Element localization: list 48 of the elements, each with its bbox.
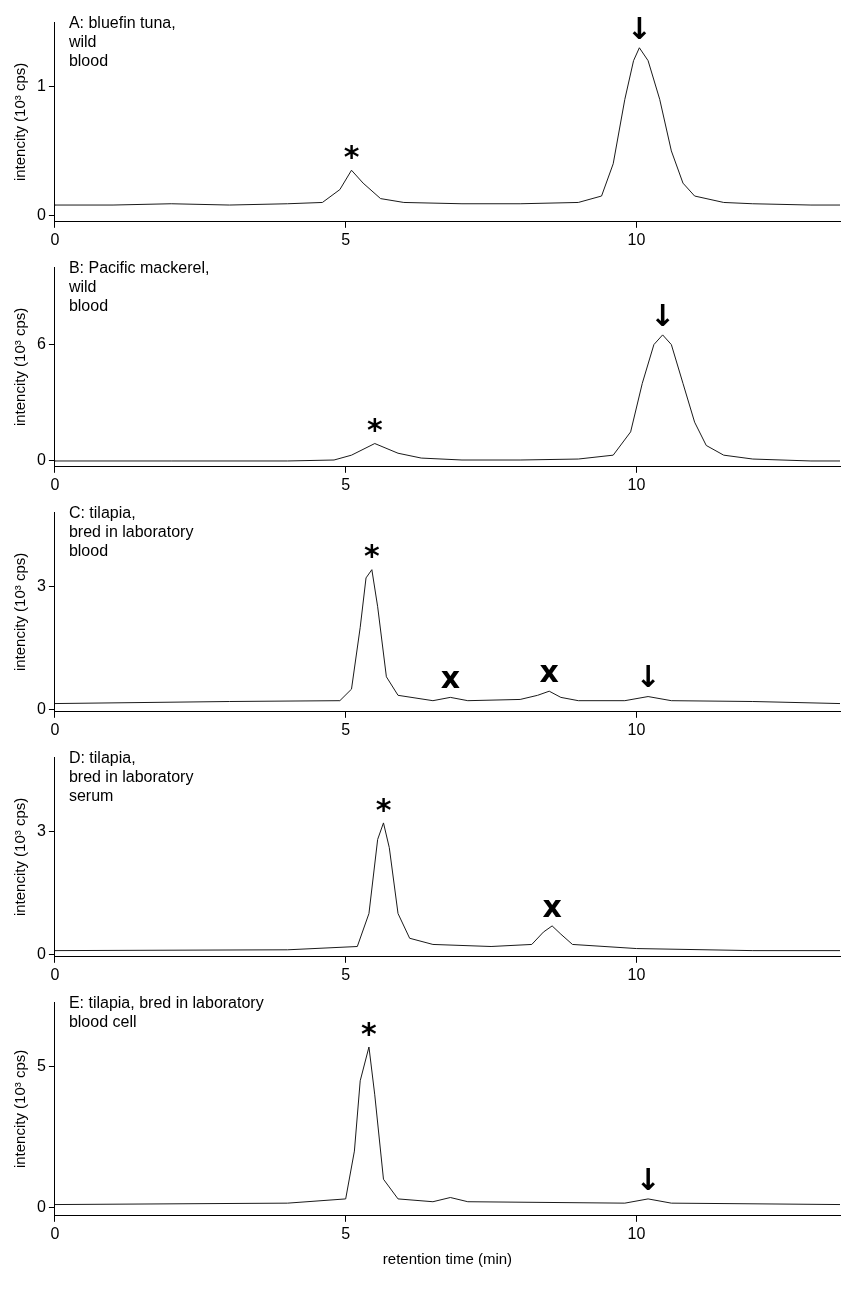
- annotation: x: [440, 660, 461, 696]
- y-tick-label: 3: [36, 821, 46, 839]
- text: C: tilapia, bred in laboratory blood: [68, 504, 194, 560]
- annotation: ↓: [635, 1161, 661, 1197]
- y-tick-label: 0: [36, 945, 46, 963]
- x-tick-label: 0: [50, 1224, 60, 1242]
- annotation: *: [366, 412, 383, 448]
- y-tick-label: 1: [36, 76, 46, 94]
- annotation: x: [542, 888, 562, 924]
- chart-title: E: tilapia, bred in laboratory blood cell: [68, 994, 264, 1031]
- y-tick-label: 0: [36, 205, 46, 223]
- y-axis-title: intencity (10³ cps): [11, 552, 29, 672]
- annotation: x: [539, 654, 559, 689]
- x-tick-label: 0: [50, 720, 60, 738]
- y-axis-title: intencity (10³ cps): [11, 62, 29, 182]
- x-tick-label: 0: [50, 475, 60, 493]
- x-tick-label: 10: [627, 720, 646, 738]
- x-axis-title: retention time (min): [382, 1250, 513, 1268]
- x-tick-label: 5: [341, 1224, 351, 1242]
- x-tick-label: 10: [627, 965, 646, 983]
- text: D: tilapia, bred in laboratory serum: [68, 749, 194, 805]
- y-axis-title: intencity (10³ cps): [11, 797, 29, 917]
- x-tick-label: 0: [50, 965, 60, 983]
- x-tick-label: 5: [341, 230, 351, 248]
- y-tick-label: 0: [36, 451, 46, 469]
- annotation: *: [375, 791, 392, 827]
- x-tick-label: 5: [341, 720, 351, 738]
- x-tick-label: 10: [627, 1224, 646, 1242]
- y-tick-label: 6: [36, 335, 46, 352]
- x-tick-label: 5: [341, 475, 351, 493]
- y-tick-label: 5: [36, 1057, 46, 1075]
- y-axis-title: intencity (10³ cps): [11, 307, 29, 427]
- x-tick-label: 10: [627, 475, 646, 493]
- annotation: *: [343, 139, 360, 175]
- annotation: ↓: [635, 659, 661, 695]
- y-tick-label: 0: [36, 1197, 46, 1215]
- y-tick-label: 3: [36, 576, 46, 594]
- y-axis-title: intencity (10³ cps): [11, 1049, 29, 1169]
- y-tick-label: 0: [36, 700, 46, 718]
- text: B: Pacific mackerel, wild blood: [67, 259, 210, 315]
- x-tick-label: 10: [627, 230, 646, 248]
- annotation: ↓: [626, 10, 652, 46]
- x-tick-label: 5: [341, 965, 351, 983]
- annotation: *: [361, 1015, 378, 1051]
- x-tick-label: 0: [50, 230, 60, 248]
- annotation: ↓: [650, 297, 676, 333]
- text: A: bluefin tuna, wild blood: [67, 14, 176, 70]
- annotation: *: [364, 538, 380, 574]
